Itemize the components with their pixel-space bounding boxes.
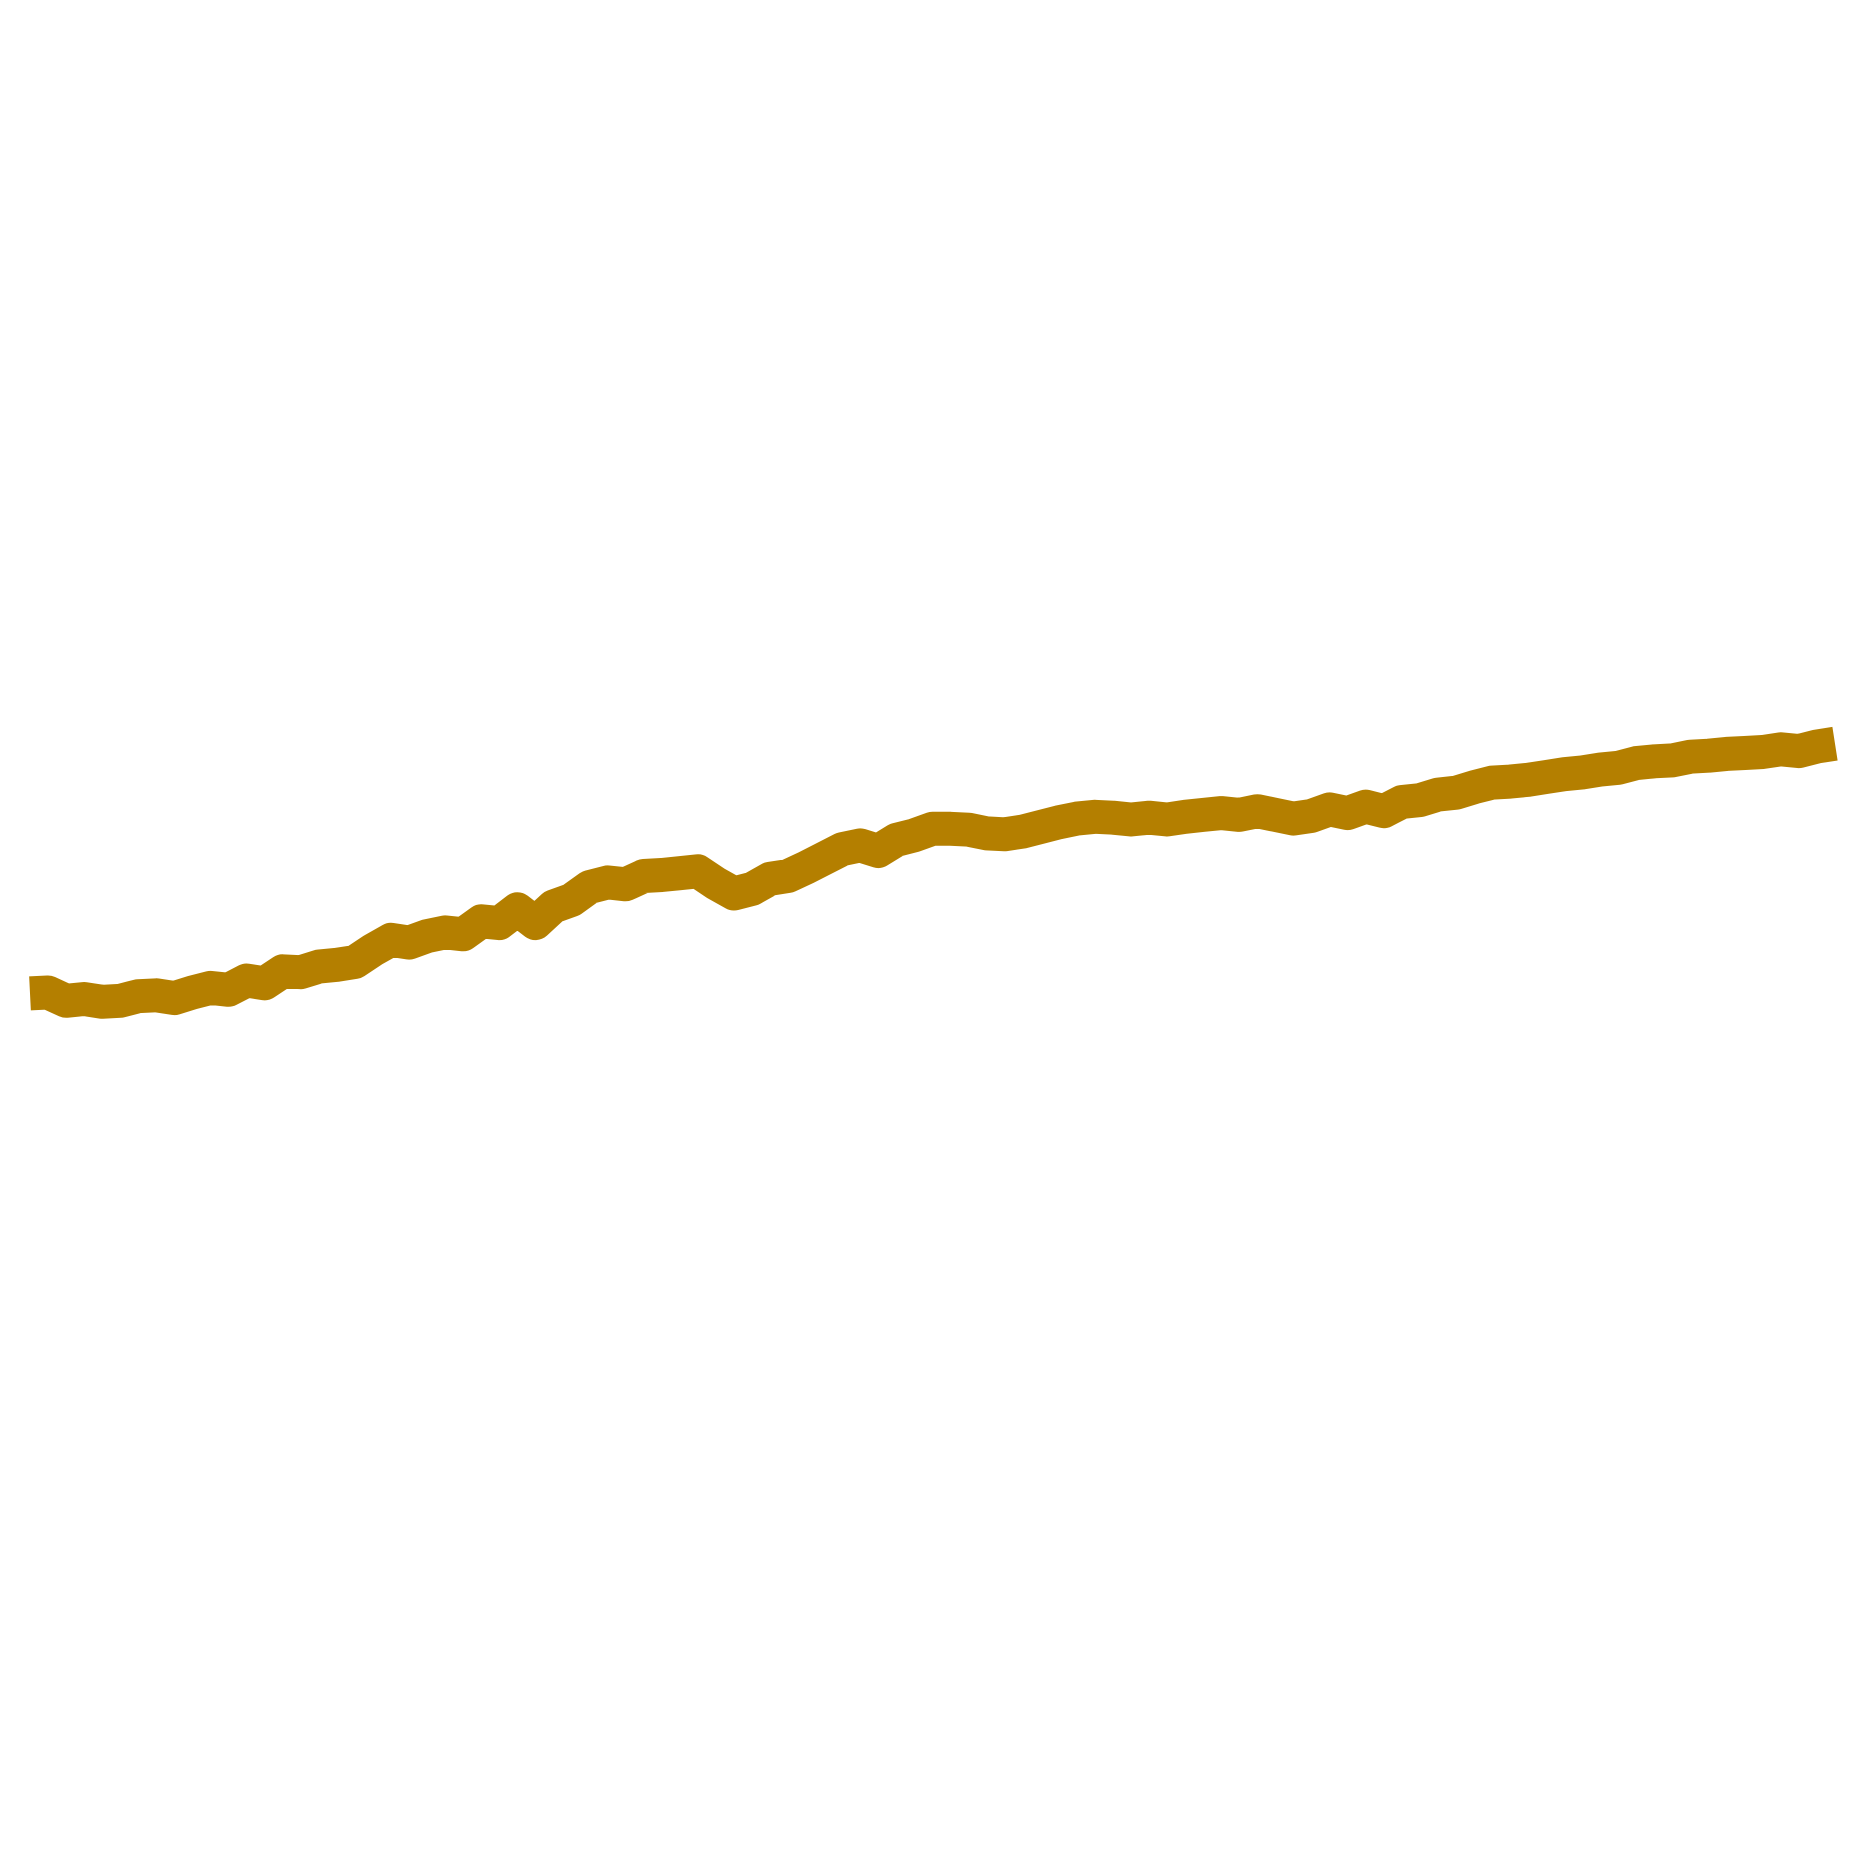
series-line-0 xyxy=(29,726,1838,1019)
series-layer xyxy=(29,726,1838,1019)
